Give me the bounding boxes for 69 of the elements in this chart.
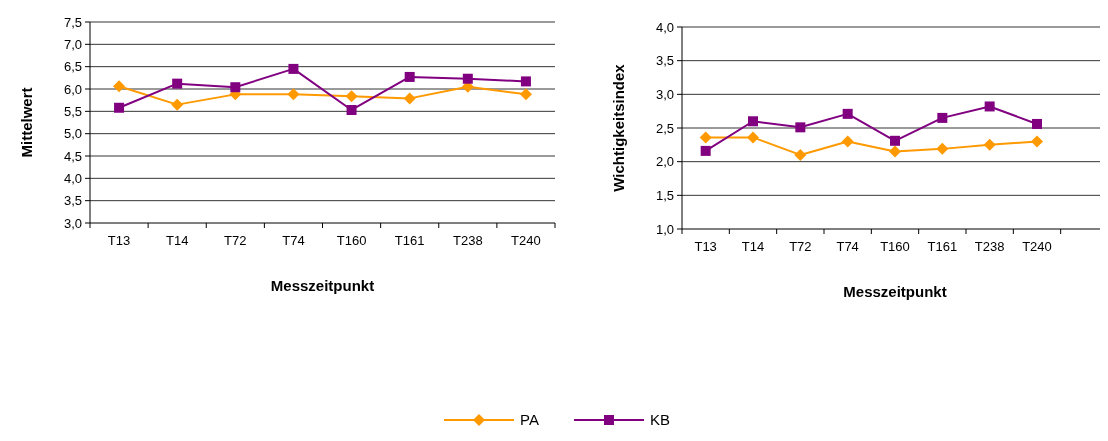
point xyxy=(984,101,995,112)
point xyxy=(114,102,125,113)
y-tick-label: 7,5 xyxy=(63,14,82,30)
point xyxy=(700,145,711,156)
x-tick-label: T238 xyxy=(452,233,483,248)
y-axis-title: Mittelwert xyxy=(18,87,35,158)
x-tick-label: T238 xyxy=(974,239,1005,254)
x-tick-label: T161 xyxy=(394,233,425,248)
point xyxy=(747,131,759,144)
x-tick-label: T160 xyxy=(336,233,367,248)
x-axis-title: Messzeitpunkt xyxy=(843,283,947,300)
y-axis-title: Wichtigkeitsindex xyxy=(610,63,627,192)
y-tick-label: 6,5 xyxy=(63,59,82,75)
point xyxy=(983,138,996,151)
legend-label: KB xyxy=(650,411,671,429)
point xyxy=(841,135,854,148)
y-tick-label: 4,0 xyxy=(655,19,674,35)
y-tick-label: 1,0 xyxy=(655,221,674,237)
point xyxy=(288,63,299,74)
x-tick-label: T240 xyxy=(1022,239,1052,254)
point xyxy=(842,108,853,119)
point xyxy=(794,148,807,161)
x-axis-title: Messzeitpunkt xyxy=(270,277,375,294)
point xyxy=(937,112,948,123)
y-tick-label: 4,0 xyxy=(63,170,82,186)
x-tick-label: T14 xyxy=(165,233,189,248)
point xyxy=(1032,118,1042,129)
point xyxy=(113,80,126,93)
point xyxy=(404,71,415,82)
x-tick-label: T13 xyxy=(694,239,717,254)
x-tick-label: T14 xyxy=(741,239,765,254)
point xyxy=(519,88,532,101)
point xyxy=(403,92,416,105)
point xyxy=(171,98,184,111)
y-tick-label: 3,5 xyxy=(655,53,674,69)
point xyxy=(462,73,473,84)
point xyxy=(1031,135,1043,148)
point xyxy=(795,122,806,133)
point xyxy=(889,145,901,158)
y-tick-label: 5,0 xyxy=(63,126,82,142)
x-tick-label: T13 xyxy=(107,233,131,248)
y-tick-label: 2,5 xyxy=(655,120,674,136)
y-tick-label: 6,0 xyxy=(63,81,82,97)
x-tick-label: T72 xyxy=(224,233,247,248)
point xyxy=(520,76,531,87)
y-tick-label: 1,5 xyxy=(655,187,674,203)
y-tick-label: 2,0 xyxy=(655,154,674,170)
point xyxy=(345,90,358,103)
y-tick-label: 7,0 xyxy=(63,36,82,52)
x-tick-label: T74 xyxy=(836,239,859,254)
y-tick-label: 3,0 xyxy=(655,86,674,102)
point xyxy=(172,78,183,89)
x-tick-label: T74 xyxy=(282,233,305,248)
point xyxy=(346,104,357,115)
x-tick-label: T240 xyxy=(511,233,541,248)
point xyxy=(890,135,900,146)
x-tick-label: T160 xyxy=(880,239,910,254)
point xyxy=(748,116,758,127)
point xyxy=(230,82,241,93)
y-tick-label: 4,5 xyxy=(63,148,82,164)
y-tick-label: 3,5 xyxy=(63,193,82,209)
legend-label: PA xyxy=(520,411,539,429)
x-tick-label: T161 xyxy=(927,239,958,254)
y-tick-label: 3,0 xyxy=(63,215,82,231)
point xyxy=(287,88,300,101)
point xyxy=(699,131,712,144)
x-tick-label: T72 xyxy=(789,239,812,254)
point xyxy=(936,142,949,155)
y-tick-label: 5,5 xyxy=(63,103,82,119)
